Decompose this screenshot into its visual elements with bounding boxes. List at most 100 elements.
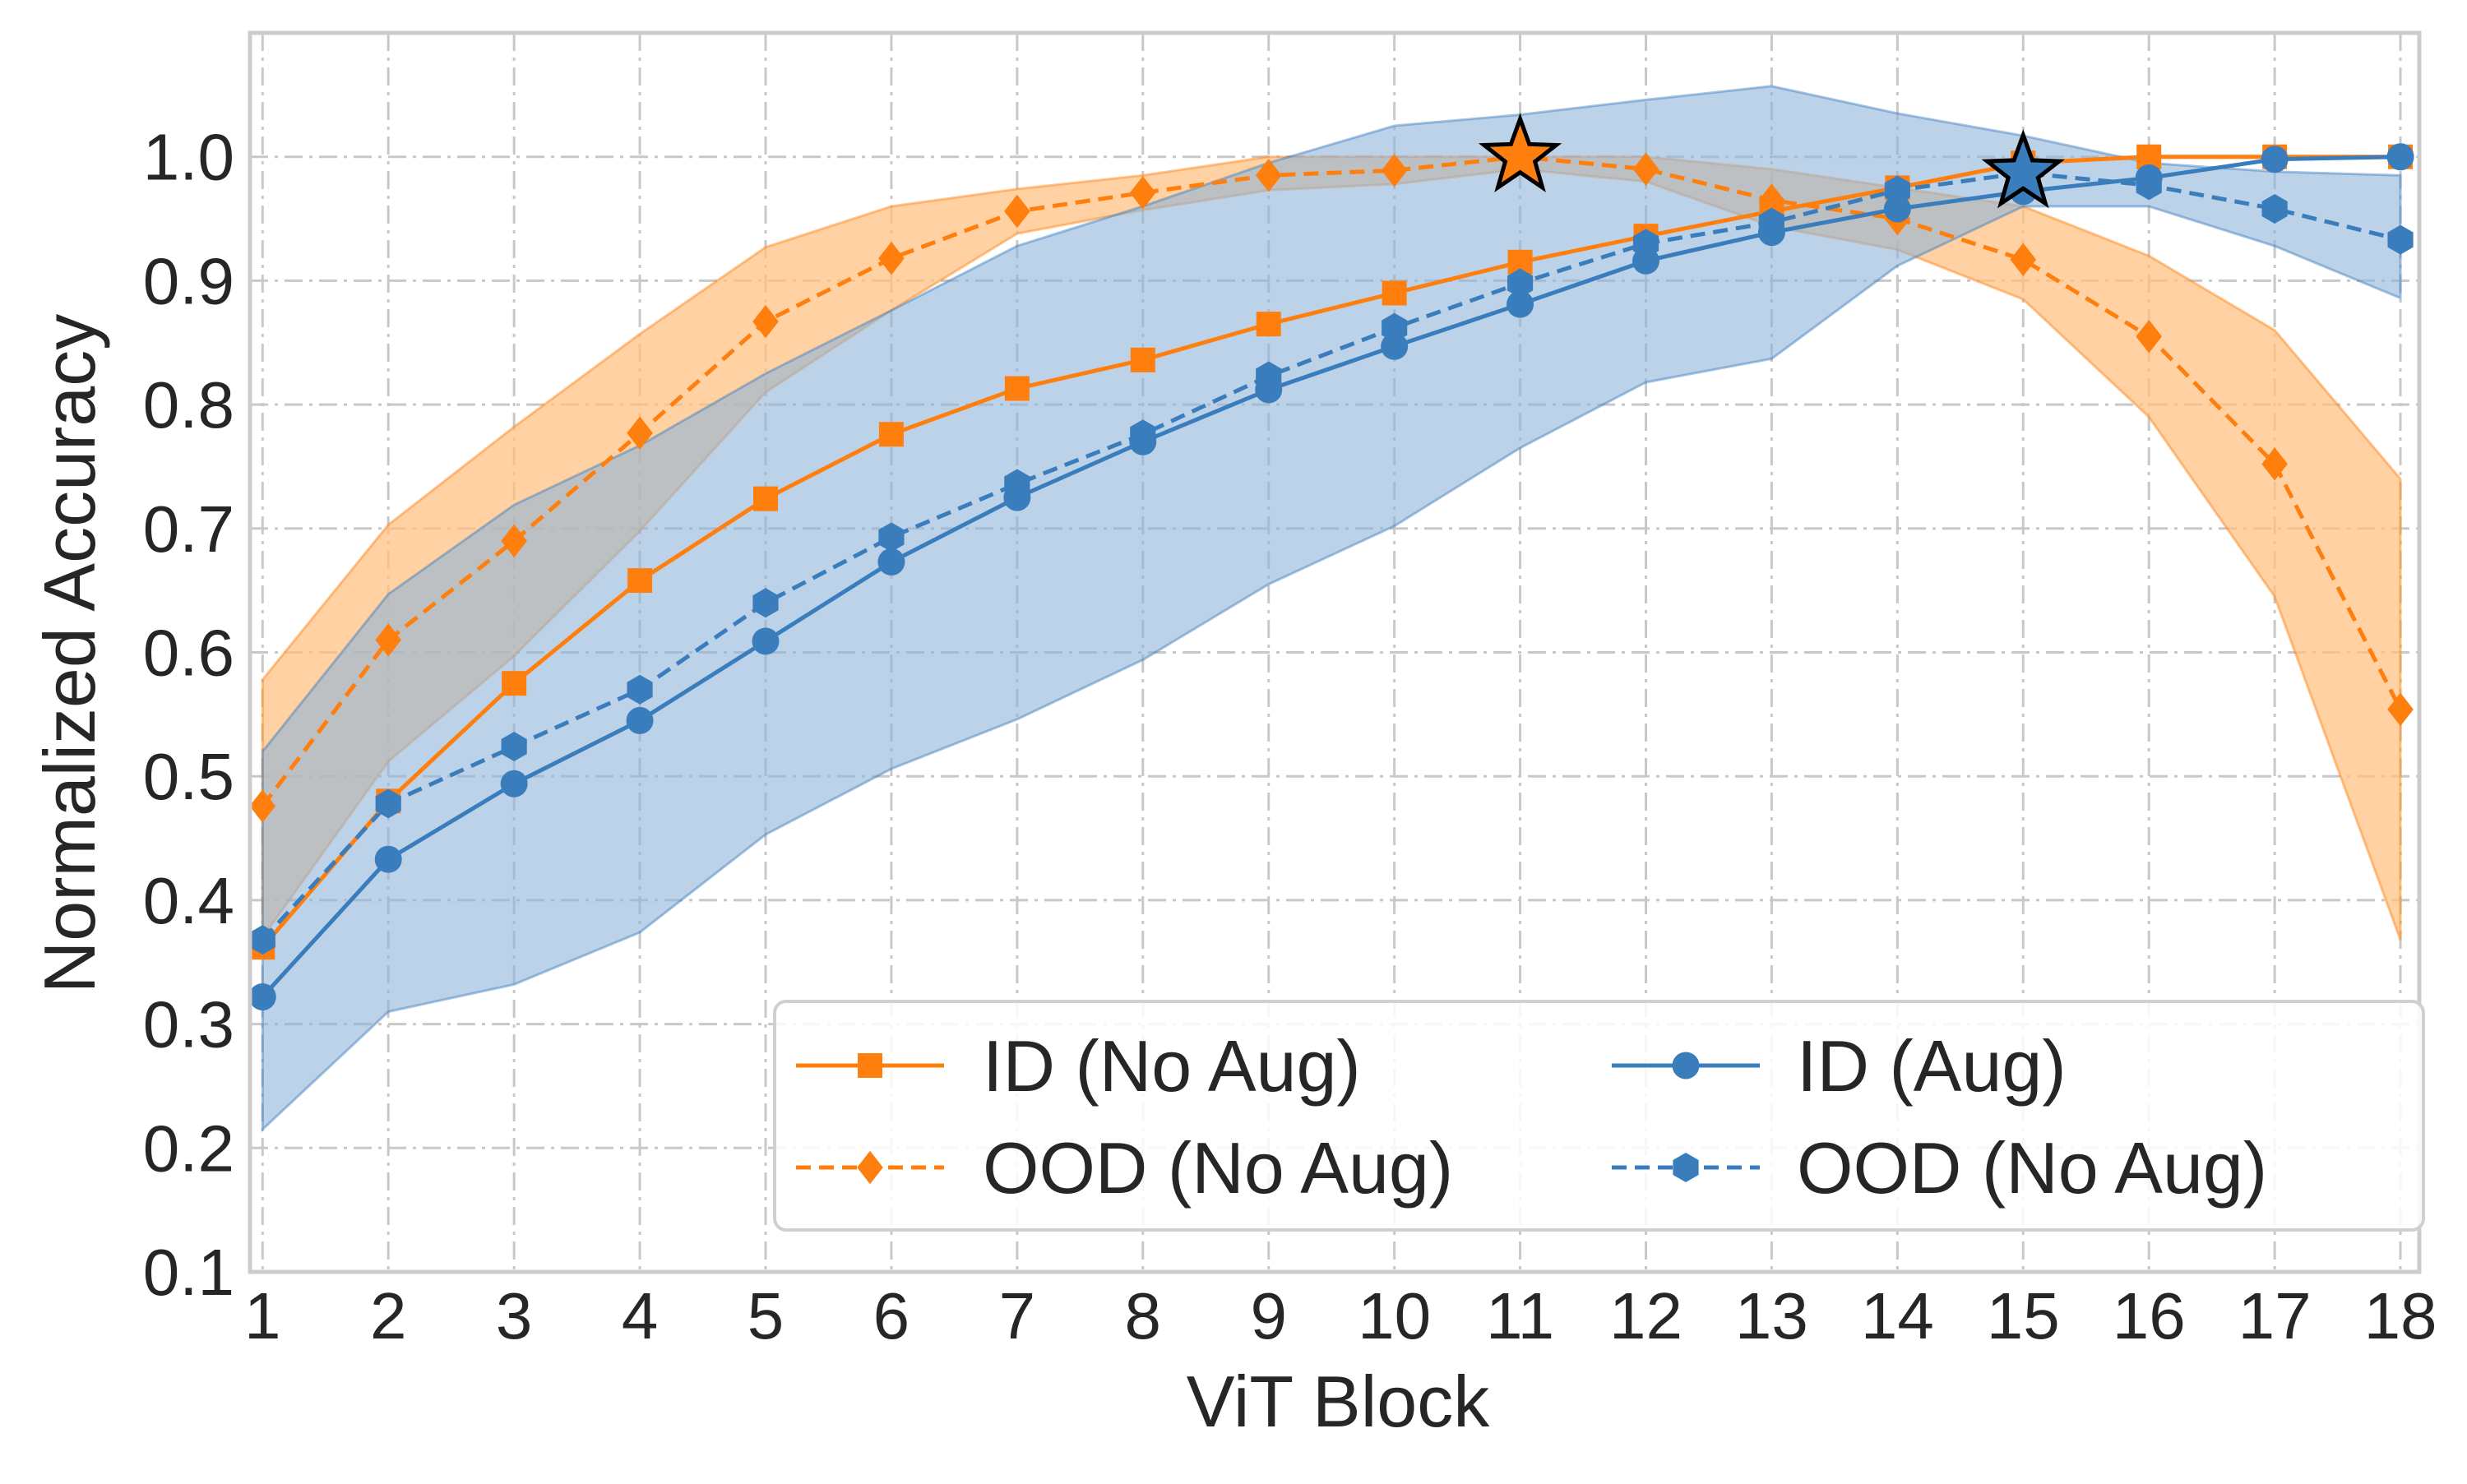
- data-point-2: [626, 706, 654, 734]
- data-point-2: [2386, 143, 2414, 171]
- x-tick-label: 2: [370, 1279, 407, 1352]
- confidence-band-1: [261, 155, 2402, 941]
- data-point-3: [627, 674, 653, 705]
- x-tick-label: 8: [1125, 1279, 1162, 1352]
- data-point-2: [752, 627, 780, 655]
- legend-label: OOD (No Aug): [1797, 1127, 2267, 1209]
- data-point-0: [753, 486, 779, 511]
- x-tick-label: 18: [2364, 1279, 2437, 1352]
- x-tick-label: 17: [2238, 1279, 2312, 1352]
- y-tick-label: 0.5: [143, 740, 234, 813]
- data-point-2: [877, 548, 905, 576]
- legend-label: OOD (No Aug): [983, 1127, 1453, 1209]
- data-point-3: [1382, 312, 1408, 343]
- series-markers: [248, 140, 2414, 1010]
- x-tick-label: 13: [1735, 1279, 1808, 1352]
- y-tick-label: 0.9: [143, 244, 234, 317]
- x-tick-label: 5: [748, 1279, 785, 1352]
- confidence-band-3: [261, 85, 2402, 1133]
- data-point-2: [1381, 332, 1409, 360]
- y-tick-label: 0.6: [143, 617, 234, 690]
- y-tick-label: 0.7: [143, 492, 234, 566]
- data-point-0: [1130, 347, 1155, 372]
- x-tick-label: 10: [1358, 1279, 1431, 1352]
- legend-label: ID (No Aug): [983, 1025, 1361, 1107]
- data-point-0: [1256, 312, 1281, 337]
- data-point-0: [878, 422, 904, 447]
- data-point-3: [1004, 469, 1030, 499]
- legend-marker: [1672, 1052, 1700, 1079]
- legend-marker: [858, 1053, 882, 1078]
- data-point-3: [1130, 419, 1156, 450]
- data-point-1: [1004, 194, 1030, 229]
- legend: ID (No Aug) OOD (No Aug) ID (Aug) OOD (No A…: [773, 1000, 2425, 1232]
- data-point-3: [1507, 268, 1534, 298]
- data-point-3: [501, 732, 527, 762]
- data-point-2: [374, 845, 402, 873]
- series-line-2: [261, 155, 2401, 999]
- x-tick-label: 4: [622, 1279, 659, 1352]
- x-tick-label: 12: [1609, 1279, 1682, 1352]
- data-point-2: [500, 770, 528, 797]
- data-point-0: [1004, 376, 1030, 401]
- data-point-1: [878, 242, 905, 275]
- best-block-star: [1478, 113, 1562, 192]
- data-point-3: [2136, 170, 2162, 201]
- data-point-3: [1758, 207, 1785, 238]
- data-point-2: [1883, 195, 1911, 223]
- data-point-3: [249, 925, 275, 955]
- legend-label: ID (Aug): [1797, 1025, 2067, 1107]
- data-point-1: [1129, 176, 1156, 210]
- data-point-3: [878, 522, 905, 552]
- y-tick-label: 0.8: [143, 368, 234, 442]
- data-point-1: [2261, 447, 2288, 481]
- x-tick-label: 7: [999, 1279, 1036, 1352]
- data-point-3: [2261, 193, 2288, 224]
- data-point-1: [627, 416, 653, 451]
- data-point-1: [2387, 692, 2414, 727]
- data-point-1: [375, 623, 402, 657]
- data-point-2: [1507, 290, 1534, 318]
- data-point-1: [249, 789, 276, 823]
- y-tick-label: 0.3: [143, 988, 234, 1061]
- data-point-1: [1381, 154, 1408, 187]
- y-tick-label: 0.2: [143, 1112, 234, 1185]
- legend-box: [773, 1000, 2425, 1232]
- data-point-3: [1632, 229, 1659, 259]
- plot-frame: [248, 30, 2422, 1274]
- y-tick-label: 0.4: [143, 864, 234, 937]
- x-axis-label: ViT Block: [1187, 1361, 1490, 1442]
- data-point-1: [1758, 183, 1785, 217]
- data-point-1: [1632, 152, 1659, 187]
- data-point-0: [627, 568, 653, 594]
- y-tick-label: 1.0: [143, 121, 234, 194]
- x-tick-label: 9: [1250, 1279, 1287, 1352]
- data-point-2: [248, 982, 276, 1010]
- legend-marker: [1673, 1153, 1699, 1182]
- data-point-1: [501, 524, 527, 558]
- x-tick-label: 11: [1486, 1279, 1554, 1352]
- data-point-3: [1256, 361, 1282, 391]
- x-tick-label: 3: [496, 1279, 533, 1352]
- data-point-1: [1255, 159, 1282, 192]
- confidence-bands: [261, 85, 2402, 1133]
- best-block-stars: [1478, 113, 2065, 209]
- data-point-1: [2136, 319, 2163, 354]
- best-block-star: [1981, 128, 2065, 209]
- y-tick-label: 0.1: [143, 1236, 234, 1309]
- data-point-3: [2387, 224, 2414, 255]
- x-tick-label: 14: [1861, 1279, 1934, 1352]
- data-point-0: [502, 671, 527, 696]
- data-point-3: [752, 588, 779, 618]
- x-tick-label: 6: [873, 1279, 910, 1352]
- y-axis-label: Normalized Accuracy: [29, 314, 110, 994]
- x-tick-label: 1: [244, 1279, 281, 1352]
- series-line-3: [261, 170, 2401, 941]
- data-point-0: [1382, 280, 1407, 306]
- series-line-1: [261, 155, 2403, 807]
- tick-labels: 1 2 3 4 5 6 7 8 9 10 11 12 13 14 15 16 17 180.10.20.30.40…: [143, 121, 2437, 1352]
- data-point-2: [2261, 146, 2289, 173]
- legend-marker: [857, 1150, 883, 1185]
- x-tick-label: 15: [1987, 1279, 2060, 1352]
